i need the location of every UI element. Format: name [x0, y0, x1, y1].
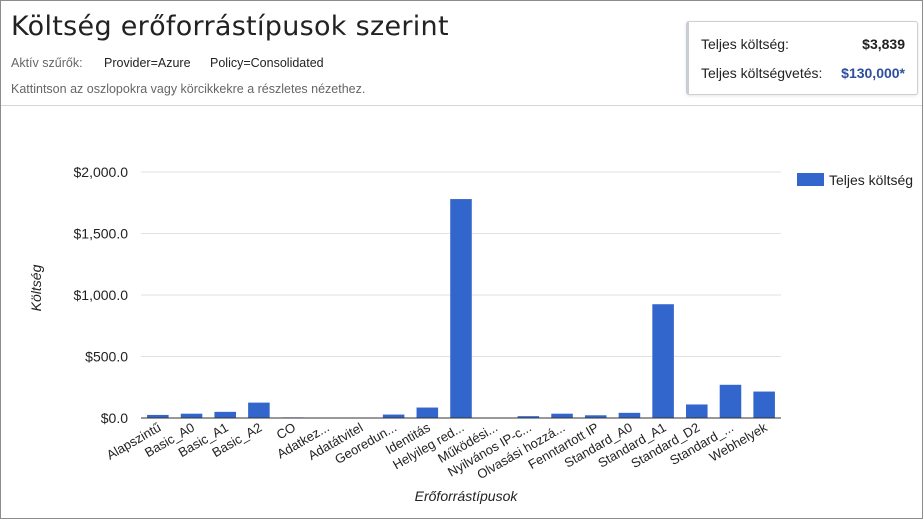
- cost-summary-box: Teljes költség: $3,839 Teljes költségvet…: [686, 21, 918, 95]
- bars: [147, 199, 775, 418]
- total-budget-row: Teljes költségvetés: $130,000*: [701, 65, 905, 81]
- x-axis-title: Erőforrástípusok: [415, 488, 519, 504]
- bar[interactable]: [618, 412, 641, 418]
- bar[interactable]: [584, 415, 607, 418]
- legend[interactable]: Teljes költség: [797, 172, 913, 188]
- bar[interactable]: [416, 407, 439, 418]
- filter-policy[interactable]: Policy=Consolidated: [210, 56, 324, 70]
- y-tick-label: $500.0: [85, 349, 128, 365]
- bar[interactable]: [214, 411, 236, 418]
- total-cost-row: Teljes költség: $3,839: [701, 36, 905, 52]
- cost-bar-chart: $0.0 $500.0 $1,000.0 $1,500.0 $2,000.0 Alaps…: [28, 164, 913, 504]
- bar[interactable]: [147, 414, 169, 418]
- y-tick-label: $0.0: [101, 410, 128, 426]
- bar[interactable]: [686, 404, 708, 418]
- filters-label: Aktív szűrők:: [11, 56, 83, 70]
- bar[interactable]: [551, 413, 573, 418]
- y-tick-label: $2,000.0: [74, 164, 129, 180]
- bar[interactable]: [517, 416, 540, 418]
- bar[interactable]: [753, 391, 775, 418]
- total-budget-value: $130,000*: [841, 65, 905, 81]
- legend-label: Teljes költség: [829, 172, 913, 188]
- total-cost-label: Teljes költség:: [701, 36, 789, 52]
- y-axis-ticks: $0.0 $500.0 $1,000.0 $1,500.0 $2,000.0: [74, 164, 129, 426]
- bar[interactable]: [719, 384, 742, 418]
- bar[interactable]: [382, 414, 405, 418]
- total-budget-label: Teljes költségvetés:: [701, 65, 823, 81]
- bar[interactable]: [180, 413, 203, 418]
- bar[interactable]: [450, 199, 472, 418]
- bar[interactable]: [248, 402, 270, 418]
- page-title: Költség erőforrástípusok szerint: [11, 11, 449, 42]
- y-tick-label: $1,000.0: [74, 287, 129, 303]
- y-tick-label: $1,500.0: [74, 226, 129, 242]
- filter-provider[interactable]: Provider=Azure: [104, 56, 191, 70]
- drilldown-hint: Kattintson az oszlopokra vagy körcikkekr…: [11, 82, 366, 96]
- active-filters: Aktív szűrők: Provider=Azure Policy=Cons…: [11, 56, 340, 70]
- report-header: Költség erőforrástípusok szerint Aktív s…: [1, 1, 922, 106]
- y-axis-title: Költség: [28, 264, 44, 311]
- total-cost-value: $3,839: [862, 36, 905, 52]
- legend-swatch: [797, 173, 824, 186]
- bar[interactable]: [652, 304, 674, 418]
